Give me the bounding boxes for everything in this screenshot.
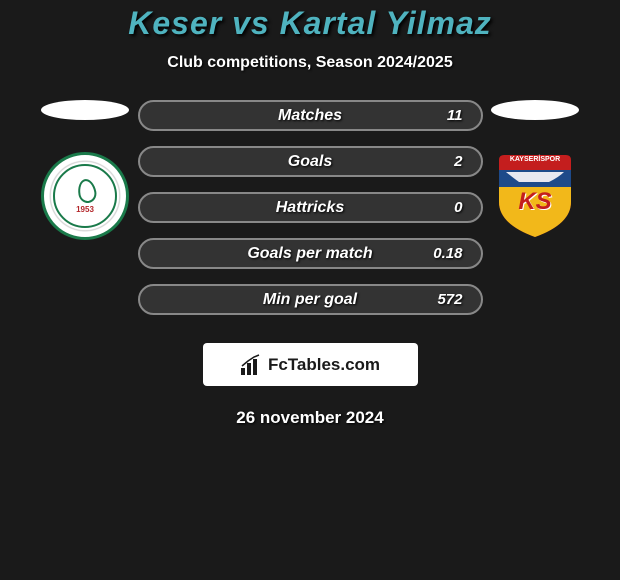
date-text: 26 november 2024 <box>236 408 383 428</box>
stat-row-goals: Goals 2 <box>138 146 483 177</box>
stat-value: 11 <box>447 107 463 124</box>
stat-row-min-per-goal: Min per goal 572 <box>138 284 483 315</box>
stat-row-matches: Matches 11 <box>138 100 483 131</box>
stat-value: 0.18 <box>433 245 462 262</box>
stat-label: Matches <box>278 107 342 125</box>
player2-name: Kartal Yilmaz <box>280 5 492 41</box>
team2-initials: KS <box>494 188 576 216</box>
main-row: 1953 Matches 11 Goals 2 Hattricks 0 Goal… <box>0 100 620 315</box>
team2-top-text: KAYSERİSPOR <box>494 156 576 163</box>
stat-label: Goals per match <box>247 245 372 263</box>
comparison-title: Keser vs Kartal Yilmaz <box>128 5 492 42</box>
player1-name: Keser <box>128 5 222 41</box>
player2-ellipse <box>491 100 579 120</box>
stat-value: 2 <box>454 153 462 170</box>
comparison-card: Keser vs Kartal Yilmaz Club competitions… <box>0 0 620 580</box>
bar-chart-icon <box>240 354 262 376</box>
subtitle: Club competitions, Season 2024/2025 <box>167 54 452 72</box>
branding-label: FcTables.com <box>268 355 380 375</box>
stats-column: Matches 11 Goals 2 Hattricks 0 Goals per… <box>138 100 483 315</box>
team1-year: 1953 <box>76 205 94 214</box>
team1-badge: 1953 <box>41 152 129 240</box>
right-column: KAYSERİSPOR KS <box>483 100 588 240</box>
team2-shield: KAYSERİSPOR KS <box>494 152 576 240</box>
left-column: 1953 <box>33 100 138 240</box>
stat-value: 572 <box>437 291 462 308</box>
stat-value: 0 <box>454 199 462 216</box>
team2-badge: KAYSERİSPOR KS <box>491 152 579 240</box>
stat-label: Hattricks <box>276 199 344 217</box>
team1-leaf-icon <box>76 179 94 203</box>
stat-row-goals-per-match: Goals per match 0.18 <box>138 238 483 269</box>
stat-row-hattricks: Hattricks 0 <box>138 192 483 223</box>
branding-box: FcTables.com <box>203 343 418 386</box>
vs-text: vs <box>232 5 270 41</box>
team1-badge-inner: 1953 <box>53 164 117 228</box>
stat-label: Min per goal <box>263 291 357 309</box>
player1-ellipse <box>41 100 129 120</box>
stat-label: Goals <box>288 153 332 171</box>
